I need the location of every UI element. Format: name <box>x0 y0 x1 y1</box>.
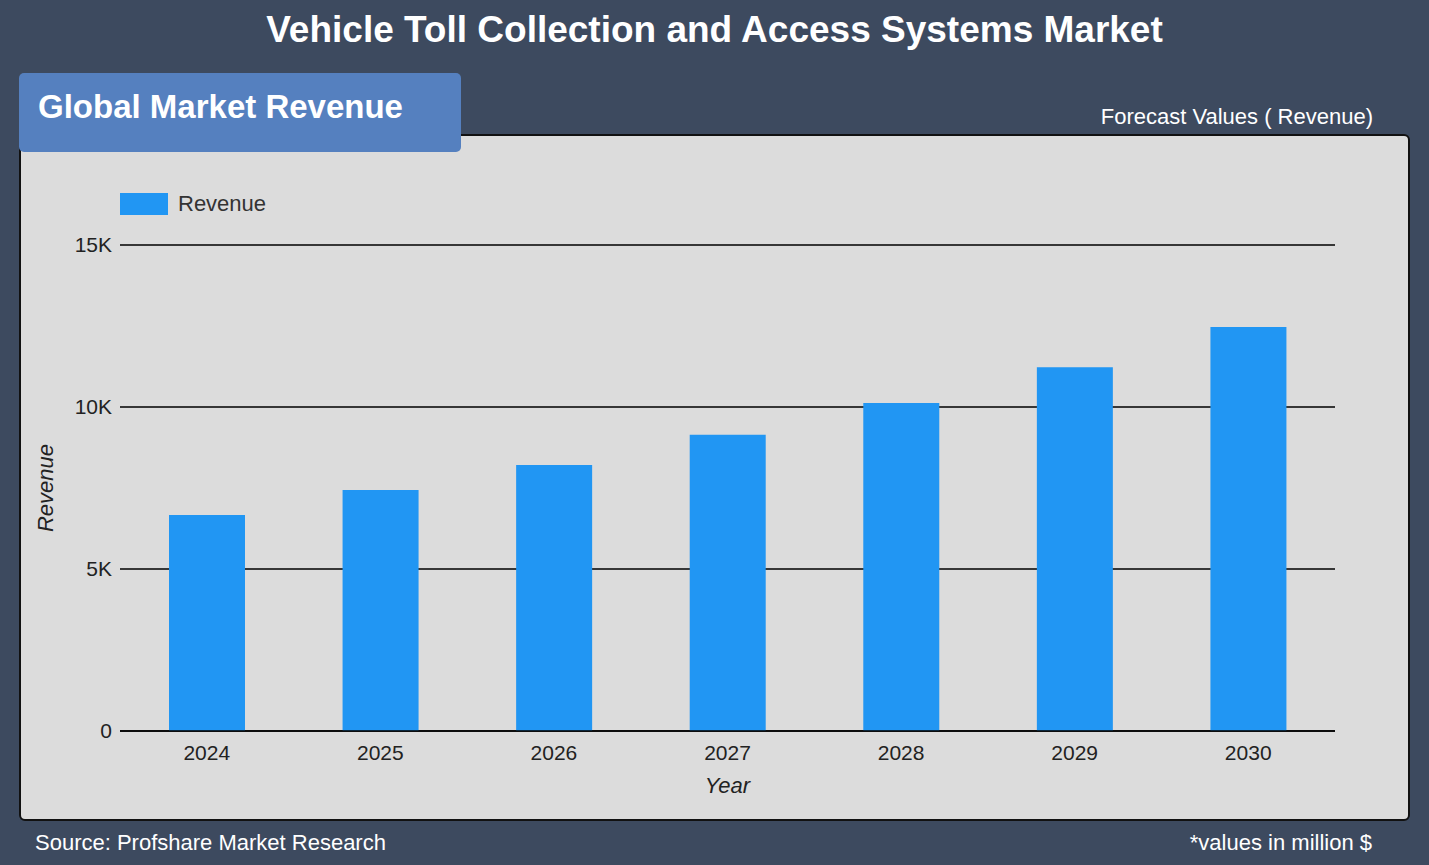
svg-text:Revenue: Revenue <box>33 444 58 532</box>
html-text:*values in million $: *values in million $ <box>1189 830 1372 855</box>
svg-text:2029: 2029 <box>1051 741 1098 764</box>
svg-text:5K: 5K <box>86 557 112 580</box>
html-text:Vehicle Toll Collection and Ac: Vehicle Toll Collection and Access Syste… <box>266 9 1163 50</box>
svg-text:0: 0 <box>100 719 112 742</box>
svg-text:2025: 2025 <box>357 741 404 764</box>
svg-text:15K: 15K <box>75 233 112 256</box>
html-text:Forecast Values ( Revenue): Forecast Values ( Revenue) <box>1100 104 1373 129</box>
svg-text:2028: 2028 <box>878 741 925 764</box>
svg-text:Year: Year <box>705 773 752 798</box>
html-text:Revenue: Revenue <box>178 191 267 216</box>
svg-text:2024: 2024 <box>183 741 230 764</box>
html-text:Global Market Revenue: Global Market Revenue <box>38 88 403 125</box>
svg-text:10K: 10K <box>75 395 112 418</box>
html-text:Source: Profshare Market Resea: Source: Profshare Market Research <box>35 830 386 855</box>
svg-text:2026: 2026 <box>531 741 578 764</box>
svg-text:2030: 2030 <box>1225 741 1272 764</box>
svg-text:2027: 2027 <box>704 741 751 764</box>
